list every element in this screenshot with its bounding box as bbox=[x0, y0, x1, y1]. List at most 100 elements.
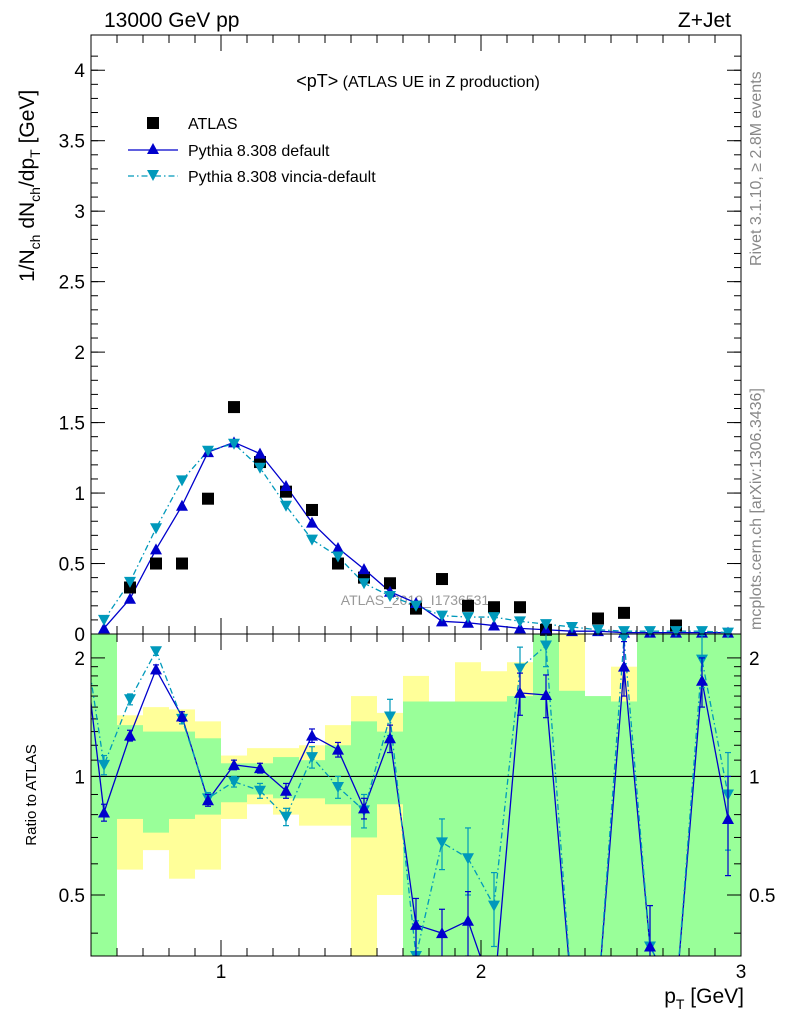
default-ratio-point bbox=[644, 940, 656, 952]
vincia-ratio-point bbox=[124, 694, 136, 706]
default-ratio-point bbox=[124, 729, 136, 741]
vincia-data-point bbox=[202, 445, 214, 457]
vincia-ratio-line bbox=[91, 637, 729, 956]
default-ratio-point bbox=[358, 802, 370, 814]
ratio-band-inner bbox=[143, 731, 169, 833]
default-ratio-point bbox=[696, 674, 708, 686]
vincia-data-point bbox=[670, 626, 682, 638]
vincia-data-point bbox=[332, 551, 344, 563]
atlas-data-point bbox=[462, 599, 474, 612]
default-ratio-point bbox=[306, 729, 318, 741]
vincia-ratio-point bbox=[280, 811, 292, 823]
header-energy-label: 13000 GeV pp bbox=[104, 9, 239, 32]
default-ratio-point bbox=[202, 794, 214, 806]
main-panel-axes: 0 0.5 1 1.5 2 2.5 3 3.5 4 bbox=[59, 35, 742, 646]
rivet-label: Rivet 3.1.10, ≥ 2.8M events bbox=[748, 71, 765, 266]
atlas-data-point bbox=[228, 401, 240, 414]
atlas-data-point bbox=[436, 573, 448, 586]
vincia-ratio-point bbox=[306, 752, 318, 764]
vincia-ratio-point bbox=[98, 759, 110, 771]
main-y-tick-label: 2.5 bbox=[59, 273, 85, 294]
main-panel-series bbox=[98, 401, 734, 639]
ratio-y-tick-label: 2 bbox=[74, 649, 85, 670]
default-data-point bbox=[514, 622, 526, 634]
ratio-panel-series bbox=[91, 634, 734, 956]
default-data-point bbox=[332, 542, 344, 554]
vincia-data-point bbox=[98, 614, 110, 626]
vincia-data-point bbox=[410, 600, 422, 612]
atlas-data-point bbox=[488, 601, 500, 614]
ylabel-part-4: [GeV] bbox=[16, 90, 39, 150]
default-ratio-point bbox=[618, 660, 630, 672]
vincia-data-point bbox=[228, 438, 240, 450]
default-data-point bbox=[150, 543, 162, 555]
vincia-data-point bbox=[592, 624, 604, 636]
ratio-band-inner bbox=[585, 696, 611, 956]
ratio-band-inner bbox=[91, 634, 117, 956]
default-ratio-point bbox=[436, 927, 448, 939]
vincia-data-point bbox=[280, 500, 292, 512]
legend-label-vincia: Pythia 8.308 vincia-default bbox=[188, 169, 376, 186]
mcplots-label: mcplots.cern.ch [arXiv:1306.3436] bbox=[748, 388, 765, 630]
x-label-symbol: p bbox=[664, 985, 676, 1008]
legend-label-atlas: ATLAS bbox=[188, 116, 238, 133]
atlas-data-point bbox=[150, 557, 162, 570]
x-tick-label: 2 bbox=[476, 962, 487, 983]
default-ratio-point bbox=[332, 743, 344, 755]
main-y-tick-label: 1.5 bbox=[59, 414, 85, 435]
default-ratio-point bbox=[410, 918, 422, 930]
atlas-data-point bbox=[384, 577, 396, 590]
vincia-ratio-point bbox=[332, 782, 344, 794]
main-y-tick-label: 0 bbox=[74, 625, 85, 646]
ratio-band-inner bbox=[663, 634, 689, 956]
ratio-uncertainty-bands bbox=[91, 634, 741, 956]
ratio-y-tick-label: 1 bbox=[74, 767, 85, 788]
main-y-tick-label: 0.5 bbox=[59, 555, 85, 576]
main-y-tick-label: 3.5 bbox=[59, 132, 85, 153]
vincia-data-point bbox=[306, 534, 318, 546]
ylabel-part-2: dN bbox=[16, 202, 39, 235]
ratio-band-inner bbox=[637, 634, 663, 956]
x-tick-label: 3 bbox=[736, 962, 747, 983]
legend-label-default: Pythia 8.308 default bbox=[188, 143, 330, 160]
atlas-data-point bbox=[618, 606, 630, 619]
main-y-tick-label: 4 bbox=[74, 61, 85, 82]
main-title-text: (ATLAS UE in Z production) bbox=[338, 74, 540, 91]
ylabel-sub-3: T bbox=[27, 149, 43, 158]
vincia-data-point bbox=[618, 626, 630, 638]
vincia-ratio-point bbox=[436, 837, 448, 849]
vincia-data-point bbox=[150, 523, 162, 535]
ratio-y-axis-label: Ratio to ATLAS bbox=[23, 744, 40, 845]
ylabel-sub-1: ch bbox=[27, 235, 43, 250]
legend-marker-vincia bbox=[147, 170, 159, 181]
ylabel-sub-2: ch bbox=[27, 187, 43, 202]
vincia-data-point bbox=[722, 627, 734, 639]
ratio-y-tick-label: 0.5 bbox=[59, 886, 85, 907]
default-data-point bbox=[488, 619, 500, 631]
atlas-data-point bbox=[176, 557, 188, 570]
vincia-ratio-point bbox=[150, 646, 162, 658]
default-ratio-point bbox=[176, 710, 188, 722]
default-ratio-point bbox=[462, 914, 474, 926]
ratio-panel-frame bbox=[90, 633, 742, 957]
default-ratio-point bbox=[514, 686, 526, 698]
ratio-y-tick-label-right: 2 bbox=[749, 649, 760, 670]
default-data-point bbox=[254, 447, 266, 459]
x-tick-label: 1 bbox=[216, 962, 227, 983]
ratio-band-inner bbox=[559, 690, 585, 956]
vincia-data-point bbox=[176, 475, 188, 487]
legend-marker-default bbox=[147, 143, 159, 154]
main-title-symbol: <pT> bbox=[296, 71, 338, 91]
vincia-ratio-point bbox=[384, 711, 396, 723]
default-data-point bbox=[176, 499, 188, 511]
legend: ATLAS Pythia 8.308 default Pythia 8.308 … bbox=[128, 116, 376, 186]
x-label-sub: T bbox=[676, 996, 685, 1012]
default-data-point bbox=[280, 480, 292, 492]
vincia-ratio-point bbox=[540, 640, 552, 652]
default-data-point bbox=[358, 563, 370, 575]
atlas-data-point bbox=[514, 601, 526, 614]
default-data-point bbox=[98, 622, 110, 634]
header-process-label: Z+Jet bbox=[678, 9, 731, 32]
vincia-data-point bbox=[462, 612, 474, 624]
